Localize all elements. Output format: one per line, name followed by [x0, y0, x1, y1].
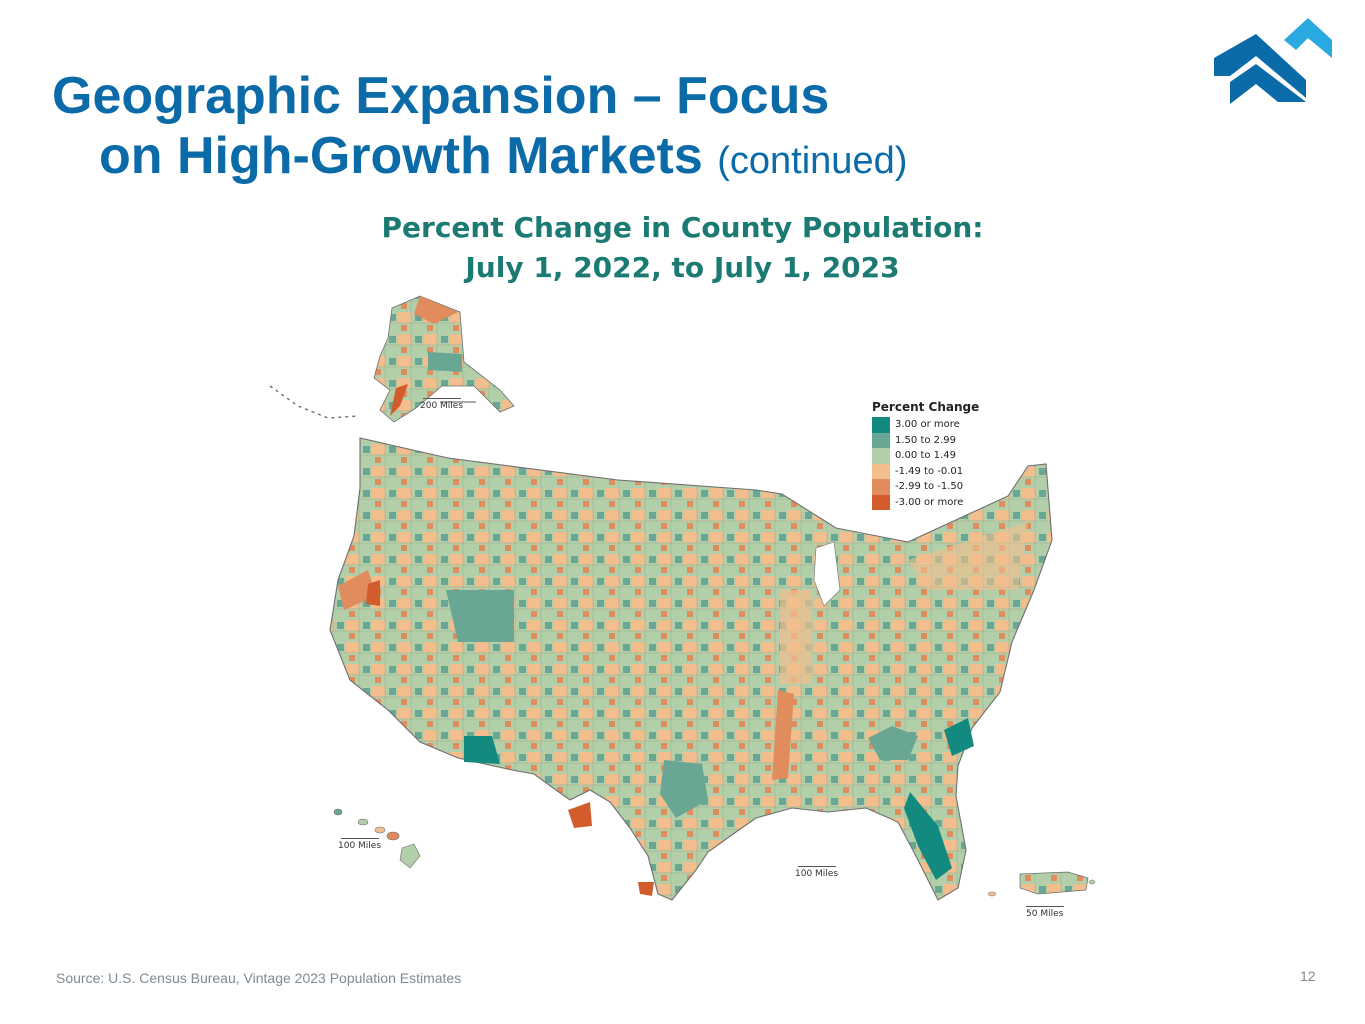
contiguous-us: [329, 437, 1053, 901]
hawaii: [333, 808, 421, 869]
map-title-line1: Percent Change in County Population:: [381, 211, 984, 244]
scale-mainland-label: 100 Miles: [795, 869, 839, 879]
scale-alaska-label: 200 Miles: [420, 401, 464, 411]
puerto-rico: [987, 871, 1096, 897]
scale-hawaii: 100 Miles: [338, 838, 381, 851]
page-number: 12: [1300, 968, 1316, 984]
legend-item: 0.00 to 1.49: [872, 448, 1032, 464]
legend-swatch: [872, 494, 890, 510]
legend-label: -2.99 to -1.50: [895, 481, 964, 493]
legend-label: 0.00 to 1.49: [895, 450, 956, 462]
slide-title-line2-wrapper: on High-Growth Markets (continued): [52, 126, 907, 191]
logo-base-chevron: [1230, 64, 1306, 104]
county-population-map: [269, 295, 1096, 901]
alaska: [269, 295, 515, 423]
scale-mainland: 100 Miles: [795, 866, 838, 879]
legend-item: 1.50 to 2.99: [872, 432, 1032, 448]
legend-swatch: [872, 432, 890, 448]
legend-title: Percent Change: [872, 400, 980, 414]
company-logo: [1214, 18, 1332, 104]
legend-item: 3.00 or more: [872, 417, 1032, 433]
map-title-line2: July 1, 2022, to July 1, 2023: [465, 251, 900, 284]
logo-lower-chevron: [1214, 34, 1306, 98]
legend-label: -1.49 to -0.01: [895, 465, 964, 477]
legend-items: 3.00 or more 1.50 to 2.99 0.00 to 1.49 -1.4…: [872, 417, 1032, 510]
legend-label: 3.00 or more: [895, 419, 960, 431]
slide-title: Geographic Expansion – Focus on High-Gro…: [52, 66, 907, 191]
scale-alaska: 200 Miles: [420, 398, 463, 411]
legend-swatch: [872, 448, 890, 464]
source-note: Source: U.S. Census Bureau, Vintage 2023…: [56, 970, 462, 986]
map-title: Percent Change in County Population: Jul…: [340, 208, 1025, 288]
legend-swatch: [872, 463, 890, 479]
legend-swatch: [872, 417, 890, 433]
scale-puerto-rico-label: 50 Miles: [1026, 909, 1064, 919]
legend-item: -1.49 to -0.01: [872, 463, 1032, 479]
legend-label: -3.00 or more: [895, 496, 964, 508]
legend-item: -3.00 or more: [872, 494, 1032, 510]
map-legend: Percent Change 3.00 or more 1.50 to 2.99 0…: [872, 400, 1032, 510]
scale-puerto-rico: 50 Miles: [1026, 906, 1064, 919]
slide-title-line2: on High-Growth Markets: [99, 127, 703, 185]
logo-upper-chevron: [1284, 18, 1332, 58]
legend-label: 1.50 to 2.99: [895, 434, 956, 446]
slide-title-suffix: (continued): [717, 140, 908, 182]
legend-item: -2.99 to -1.50: [872, 479, 1032, 495]
legend-swatch: [872, 479, 890, 495]
slide-title-line1: Geographic Expansion – Focus: [52, 67, 830, 125]
scale-hawaii-label: 100 Miles: [338, 841, 382, 851]
